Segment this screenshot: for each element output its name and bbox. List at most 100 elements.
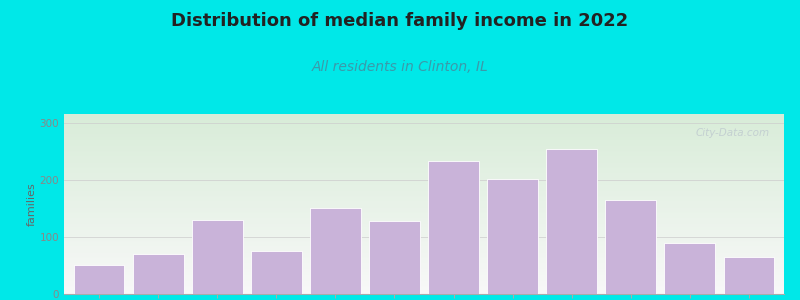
Bar [606,200,656,294]
Bar [64,203,784,204]
Bar [64,259,784,260]
Bar [74,266,125,294]
Bar [64,227,784,228]
Bar [64,199,784,200]
Bar [64,241,784,242]
Bar [64,142,784,143]
Bar [64,194,784,195]
Bar [64,206,784,207]
Bar [64,257,784,258]
Bar [64,270,784,271]
Bar [64,126,784,127]
Bar [64,280,784,281]
Bar [64,282,784,283]
Bar [64,133,784,134]
Bar [64,169,784,170]
Bar [64,248,784,249]
Bar [64,186,784,187]
Bar [64,192,784,193]
Bar [64,204,784,205]
Bar [64,184,784,185]
Bar [64,234,784,235]
Bar [64,258,784,259]
Bar [64,211,784,212]
Bar [64,226,784,227]
Bar [64,232,784,233]
Bar [487,178,538,294]
Bar [64,164,784,165]
Bar [64,154,784,155]
Bar [64,146,784,147]
Bar [64,217,784,218]
Bar [64,250,784,251]
Bar [546,149,597,294]
Bar [64,238,784,239]
Bar [64,191,784,192]
Bar [64,274,784,275]
Bar [64,202,784,203]
Bar [64,195,784,196]
Bar [64,157,784,158]
Bar [64,223,784,224]
Bar [665,243,714,294]
Bar [64,230,784,231]
Bar [64,138,784,139]
Bar [64,177,784,178]
Bar [64,170,784,171]
Bar [64,173,784,174]
Bar [64,224,784,225]
Bar [64,218,784,219]
Bar [64,246,784,247]
Bar [64,281,784,282]
Bar [64,209,784,210]
Bar [64,271,784,272]
Bar [64,160,784,161]
Bar [64,245,784,246]
Bar [64,286,784,287]
Bar [64,187,784,188]
Bar [64,163,784,164]
Bar [64,256,784,257]
Bar [64,222,784,223]
Bar [64,290,784,291]
Bar [64,277,784,278]
Bar [64,150,784,151]
Bar [64,235,784,236]
Bar [64,118,784,119]
Bar [64,265,784,266]
Bar [64,185,784,186]
Bar [64,118,784,119]
Bar [64,221,784,222]
Bar [64,119,784,120]
Bar [64,135,784,136]
Bar [64,156,784,157]
Bar [64,188,784,189]
Bar [134,254,183,294]
Bar [370,221,419,294]
Bar [64,145,784,146]
Bar [64,189,784,190]
Bar [64,207,784,208]
Bar [64,152,784,153]
Bar [64,288,784,289]
Bar [64,276,784,277]
Bar [64,244,784,245]
Bar [64,141,784,142]
Bar [64,237,784,238]
Bar [64,285,784,286]
Bar [64,136,784,137]
Bar [64,149,784,150]
Bar [64,161,784,162]
Bar [64,240,784,241]
Bar [64,214,784,215]
Bar [64,134,784,135]
Bar [64,140,784,141]
Bar [64,193,784,194]
Bar [251,251,302,294]
Bar [64,182,784,183]
Bar [64,254,784,255]
Bar [64,272,784,273]
Bar [64,242,784,243]
Bar [64,264,784,265]
Bar [64,269,784,270]
